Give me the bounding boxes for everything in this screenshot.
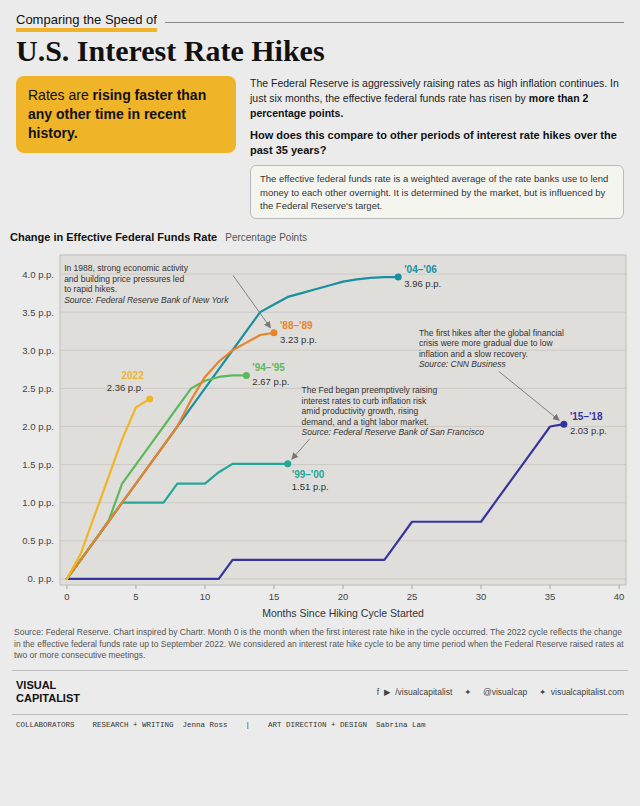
source-note: Source: Federal Reserve. Chart inspired … (0, 625, 640, 661)
annotation-arrow (292, 439, 310, 459)
x-tick-label: 0 (64, 591, 69, 602)
series-line (67, 425, 564, 580)
annotation-line: amid productivity growth, rising (302, 406, 419, 416)
grid-line (60, 312, 626, 313)
series-label: '88–'89 (280, 320, 313, 331)
x-tick-label: 35 (545, 591, 556, 602)
series-label: '15–'18 (570, 412, 603, 423)
x-tick-label: 30 (476, 591, 487, 602)
highlight-box: Rates arerising faster than any other ti… (16, 76, 236, 153)
info-box: The effective federal funds rate is a we… (250, 165, 624, 219)
footer: VISUAL CAPITALIST f ▶ /visualcapitalist ✦… (12, 670, 628, 715)
series-line (67, 399, 150, 579)
x-tick (135, 585, 136, 589)
series-line (67, 333, 274, 579)
data-label: 1.51 p.p. (292, 481, 329, 492)
x-tick (343, 585, 344, 589)
series-label: '99–'00 (292, 469, 325, 480)
series-end-point (146, 396, 153, 403)
annotation-line: inflation and a slow recovery. (419, 349, 528, 359)
y-tick-label: 3.5 p.p. (22, 307, 54, 318)
annotation-line: The Fed began preemptively raising (302, 385, 438, 395)
annotation-text: In 1988, strong economic activityand bui… (64, 263, 189, 294)
logo: VISUAL CAPITALIST (16, 679, 80, 707)
series-group (67, 274, 567, 579)
grid-line (60, 350, 626, 351)
annotation-text: The Fed began preemptively raisingintere… (302, 385, 438, 427)
subtitle: Comparing the Speed of (16, 12, 157, 32)
x-tick-label: 15 (269, 591, 280, 602)
series-end-point (560, 421, 567, 428)
x-tick-label: 40 (614, 591, 625, 602)
plot-area (60, 255, 626, 585)
annotation-line: The first hikes after the global financi… (419, 328, 564, 338)
data-label: 3.23 p.p. (280, 334, 317, 345)
x-tick-label: 25 (407, 591, 418, 602)
subtitle-rule (165, 22, 624, 23)
series-end-point (243, 372, 250, 379)
data-label: 2.03 p.p. (570, 426, 607, 437)
y-tick-label: 3.0 p.p. (22, 345, 54, 356)
annotation-line: and building price pressures led (64, 274, 184, 284)
y-axis-unit: Percentage Points (225, 232, 307, 243)
intro: The Federal Reserve is aggressively rais… (250, 76, 624, 122)
annotation-line: crisis were more gradual due to low (419, 339, 554, 349)
page-body: {"chart_data": { "type": "line", "subtit… (0, 0, 640, 806)
x-tick (619, 585, 620, 589)
x-tick-label: 20 (338, 591, 349, 602)
y-tick-label: 2.5 p.p. (22, 383, 54, 394)
annotation-source: Source: Federal Reserve Bank of New York (64, 295, 229, 305)
annotation-line: interest rates to curb inflation risk (302, 396, 427, 406)
grid-line (60, 464, 626, 465)
series-label: '94–'95 (252, 363, 285, 374)
header-right: The Federal Reserve is aggressively rais… (250, 76, 624, 219)
title: U.S. Interest Rate Hikes (16, 34, 624, 68)
annotation-line: In 1988, strong economic activity (64, 263, 189, 273)
grid-line (60, 541, 626, 542)
annotation-source: Source: CNN Business (419, 360, 507, 370)
page: Comparing the Speed ofU.S. Interest Rate… (0, 0, 640, 735)
data-label: 2.67 p.p. (252, 377, 289, 388)
annotation-line: to rapid hikes. (64, 284, 117, 294)
annotation-arrow (233, 276, 270, 328)
question: How does this compare to other periods o… (250, 128, 624, 159)
subtitle-row: Comparing the Speed of (16, 12, 624, 32)
social-links: f ▶ /visualcapitalist ✦ @visualcap ✦ vis… (377, 687, 624, 697)
x-tick-label: 5 (133, 591, 138, 602)
x-tick (550, 585, 551, 589)
annotation-text: The first hikes after the global financi… (419, 328, 564, 359)
x-tick (273, 585, 274, 589)
x-tick (66, 585, 67, 589)
series-end-point (270, 330, 277, 337)
x-tick (204, 585, 205, 589)
annotation-line: demand, and a tight labor market. (302, 417, 429, 427)
header-columns: Rates arerising faster than any other ti… (16, 76, 624, 219)
data-label: 3.96 p.p. (404, 278, 441, 289)
y-tick-label: 1.0 p.p. (22, 498, 54, 509)
data-label: 2.36 p.p. (107, 382, 144, 393)
y-tick-label: 2.0 p.p. (22, 421, 54, 432)
series-end-point (284, 461, 291, 468)
y-tick-label: 0.5 p.p. (22, 536, 54, 547)
annotation-source: Source: Federal Reserve Bank of San Fran… (302, 427, 485, 437)
x-axis-title: Months Since Hiking Cycle Started (262, 607, 424, 619)
series-line (67, 376, 246, 579)
series-end-point (395, 274, 402, 281)
series-label: 2022 (121, 370, 144, 381)
header: Comparing the Speed ofU.S. Interest Rate… (0, 0, 640, 219)
x-tick (481, 585, 482, 589)
chart: Change in Effective Federal Funds Rate Pe… (0, 225, 640, 625)
y-axis-title: Change in Effective Federal Funds Rate (10, 231, 217, 243)
series-line (67, 464, 288, 579)
series-label: '04–'06 (404, 264, 437, 275)
annotation-arrow (499, 372, 559, 421)
y-tick-label: 0. p.p. (28, 574, 54, 585)
y-tick-label: 4.0 p.p. (22, 269, 54, 280)
x-tick (412, 585, 413, 589)
highlight-text: Rates are (28, 87, 89, 103)
credits: COLLABORATORS RESEARCH + WRITING Jenna R… (12, 714, 628, 735)
x-tick-label: 10 (200, 591, 211, 602)
y-tick-label: 1.5 p.p. (22, 459, 54, 470)
